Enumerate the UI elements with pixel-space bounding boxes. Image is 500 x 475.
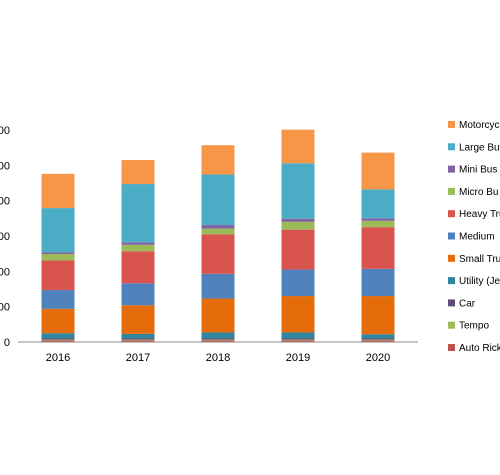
bar-segment-motorcyc-2016 (41, 173, 75, 209)
bar-segment-mini-bus-2019 (281, 218, 315, 222)
bar-segment-micro-bu-2020 (361, 220, 395, 228)
legend-label: Motorcyc (459, 120, 500, 131)
bar-segment-auto-rick-2017 (121, 340, 155, 342)
bar-segment-heavy-tru-2019 (281, 229, 315, 270)
bar-segment-heavy-tru-2018 (201, 234, 235, 274)
legend-swatch (448, 143, 455, 151)
bar-segment-tempo-2020 (361, 339, 395, 341)
bar-segment-utility-je-2016 (41, 333, 75, 339)
legend-swatch (448, 321, 455, 329)
x-tick-label: 2018 (206, 352, 230, 364)
legend-swatch (448, 232, 455, 240)
bar-segment-heavy-tru-2017 (121, 251, 155, 284)
legend: Motorcyc Large Bus Mini Bus Micro Bu Heavy T… (448, 120, 500, 354)
bar-segment-car-2018 (201, 338, 235, 340)
y-tick-label: 00 (0, 196, 10, 208)
bar-segment-car-2016 (41, 338, 75, 340)
bar-segment-small-tru-2017 (121, 305, 155, 334)
bar-segment-motorcyc-2020 (361, 152, 395, 190)
bar-segment-auto-rick-2018 (201, 340, 235, 342)
y-tick-label: 00 (0, 266, 10, 278)
bar-segment-micro-bu-2018 (201, 228, 235, 235)
bar-segment-mini-bus-2020 (361, 218, 395, 221)
legend-label: Car (459, 298, 476, 309)
x-tick-label: 2019 (286, 352, 310, 364)
bar-segment-car-2019 (281, 338, 315, 340)
bar-segment-mini-bus-2016 (41, 252, 75, 255)
legend-label: Tempo (459, 321, 489, 332)
y-tick-label: 0 (4, 337, 10, 349)
bar-segment-micro-bu-2017 (121, 244, 155, 252)
legend-label: Medium (459, 232, 495, 243)
legend-label: Auto Rick (459, 343, 500, 354)
bar-segment-tempo-2019 (281, 339, 315, 341)
bar-segment-car-2020 (361, 338, 395, 340)
bar-segment-auto-rick-2016 (41, 340, 75, 342)
bar-segment-micro-bu-2016 (41, 254, 75, 261)
bar-segment-large-bus-2019 (281, 163, 315, 219)
bar-segment-motorcyc-2017 (121, 160, 155, 185)
legend-swatch (448, 165, 455, 173)
bar-segment-tempo-2018 (201, 339, 235, 341)
bar-segment-medium-2017 (121, 283, 155, 306)
bar-segment-medium-2016 (41, 290, 75, 309)
x-tick-label: 2016 (46, 352, 70, 364)
bar-segment-small-tru-2016 (41, 308, 75, 334)
bar-segment-micro-bu-2019 (281, 221, 315, 230)
bar-segment-auto-rick-2020 (361, 340, 395, 342)
bar-segment-utility-je-2019 (281, 332, 315, 339)
legend-swatch (448, 344, 455, 351)
bar-segment-motorcyc-2018 (201, 145, 235, 175)
legend-label: Large Bus (459, 142, 500, 153)
x-tick-label: 2017 (126, 352, 150, 364)
legend-label: Heavy Tru (459, 209, 500, 220)
bar-segment-heavy-tru-2020 (361, 227, 395, 269)
legend-swatch (448, 254, 455, 262)
bar-segment-tempo-2017 (121, 339, 155, 341)
bar-segment-medium-2018 (201, 273, 235, 299)
x-tick-label: 2020 (366, 352, 390, 364)
bar-segment-auto-rick-2019 (281, 340, 315, 342)
bar-segment-small-tru-2018 (201, 298, 235, 333)
bar-segment-large-bus-2017 (121, 184, 155, 243)
y-tick-label: 00 (0, 160, 10, 172)
bar-segment-small-tru-2020 (361, 296, 395, 335)
legend-swatch (448, 277, 455, 285)
bar-segment-car-2017 (121, 338, 155, 340)
bar-segment-utility-je-2017 (121, 333, 155, 339)
x-axis-ticks: 2016 2017 2018 2019 2020 (46, 352, 390, 364)
legend-label: Mini Bus (459, 165, 497, 176)
bar-segment-mini-bus-2018 (201, 225, 235, 229)
bar-segment-large-bus-2020 (361, 189, 395, 219)
legend-label: Utility (Je (459, 276, 500, 287)
legend-swatch (448, 121, 455, 128)
bar-segment-tempo-2016 (41, 339, 75, 341)
bars (41, 129, 395, 342)
bar-segment-medium-2020 (361, 268, 395, 297)
bar-segment-medium-2019 (281, 269, 315, 297)
bar-segment-large-bus-2018 (201, 174, 235, 226)
bar-segment-utility-je-2020 (361, 334, 395, 339)
y-tick-label: 00 (0, 125, 10, 137)
legend-swatch (448, 187, 455, 195)
bar-segment-motorcyc-2019 (281, 129, 315, 164)
legend-swatch (448, 299, 455, 307)
legend-label: Small Tru (459, 254, 500, 265)
y-tick-label: 00 (0, 302, 10, 314)
bar-segment-large-bus-2016 (41, 208, 75, 253)
bar-segment-utility-je-2018 (201, 332, 235, 339)
bar-segment-heavy-tru-2016 (41, 260, 75, 291)
legend-swatch (448, 210, 455, 218)
y-tick-label: 00 (0, 231, 10, 243)
legend-label: Micro Bu (459, 187, 498, 198)
bar-segment-mini-bus-2017 (121, 242, 155, 245)
bar-segment-small-tru-2019 (281, 296, 315, 333)
